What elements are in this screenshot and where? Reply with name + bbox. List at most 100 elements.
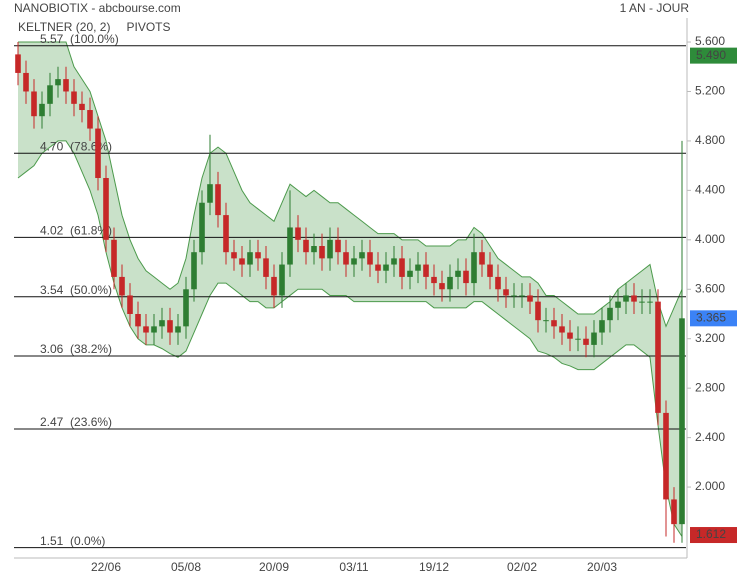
price-marker [690, 310, 737, 327]
candle-body [463, 270, 469, 284]
candle-body [159, 320, 165, 327]
candle-body [223, 215, 229, 253]
y-tick-label: 2.400 [695, 430, 725, 444]
candle-body [87, 110, 93, 129]
candle-body [55, 79, 61, 86]
x-tick-label: 20/09 [259, 560, 289, 574]
y-tick-label: 3.200 [695, 331, 725, 345]
candle-body [615, 301, 621, 308]
price-marker-label: 5.490 [696, 48, 726, 62]
y-tick-label: 4.000 [695, 232, 725, 246]
candle-body [511, 295, 517, 297]
candle-body [639, 301, 645, 303]
y-tick-label: 2.800 [695, 380, 725, 394]
candle-body [207, 184, 213, 203]
pivot-label: 5.57 (100.0%) [40, 32, 119, 46]
candle-body [215, 184, 221, 216]
candle-body [423, 264, 429, 277]
candle-body [407, 270, 413, 277]
candle-body [167, 320, 173, 333]
candle-body [199, 202, 205, 253]
candle-body [527, 295, 533, 302]
candle-body [535, 301, 541, 321]
candle-body [63, 79, 69, 92]
candle-body [319, 246, 325, 259]
candle-body [335, 239, 341, 253]
candle-body [175, 326, 181, 333]
candle-body [399, 258, 405, 277]
candle-body [519, 295, 525, 297]
candle-body [71, 91, 77, 104]
candle-body [263, 258, 269, 277]
candle-body [415, 264, 421, 271]
chart-title: NANOBIOTIX - abcbourse.com [14, 1, 181, 15]
candle-body [359, 252, 365, 259]
y-tick-label: 2.000 [695, 479, 725, 493]
candle-body [15, 54, 21, 73]
legend-entry: KELTNER (20, 2) [18, 20, 110, 34]
price-marker-label: 3.365 [696, 310, 726, 324]
candle-body [127, 295, 133, 314]
x-tick-label: 20/03 [587, 560, 617, 574]
candle-body [143, 326, 149, 333]
candle-body [287, 227, 293, 265]
candle-body [135, 313, 141, 327]
candle-body [239, 258, 245, 265]
candle-body [79, 103, 85, 111]
candle-body [631, 295, 637, 302]
candle-body [575, 338, 581, 340]
candle-body [295, 227, 301, 240]
candle-body [47, 85, 53, 104]
y-tick-label: 3.600 [695, 281, 725, 295]
candle-body [271, 276, 277, 296]
candle-body [655, 301, 661, 413]
candle-body [247, 252, 253, 265]
candle-body [495, 276, 501, 290]
candle-body [487, 264, 493, 277]
candle-body [95, 128, 101, 179]
x-tick-label: 03/11 [339, 560, 368, 574]
y-tick-label: 4.400 [695, 183, 725, 197]
candle-body [559, 326, 565, 333]
candle-body [23, 72, 29, 92]
candle-body [471, 252, 477, 284]
candle-body [311, 246, 317, 253]
candle-body [103, 178, 109, 240]
pivot-label: 1.51 (0.0%) [40, 534, 105, 548]
x-tick-label: 19/12 [419, 560, 449, 574]
candle-body [591, 332, 597, 345]
candle-body [479, 252, 485, 265]
pivot-label: 4.70 (78.6%) [40, 139, 112, 153]
keltner-fill [18, 42, 682, 537]
candle-body [191, 252, 197, 290]
pivot-label: 3.54 (50.0%) [40, 283, 112, 297]
legend-entry: PIVOTS [126, 20, 170, 34]
pivot-label: 4.02 (61.8%) [40, 224, 112, 238]
candle-body [327, 239, 333, 259]
y-tick-label: 4.800 [695, 133, 725, 147]
candle-body [647, 301, 653, 303]
candle-body [503, 289, 509, 296]
price-marker-label: 1.612 [696, 527, 726, 541]
y-tick-label: 5.600 [695, 34, 725, 48]
x-tick-label: 02/02 [507, 560, 537, 574]
x-tick-label: 22/06 [91, 560, 121, 574]
candle-body [551, 320, 557, 327]
y-tick-label: 5.200 [695, 84, 725, 98]
candle-body [183, 289, 189, 327]
candle-body [111, 239, 117, 277]
candle-body [151, 326, 157, 333]
candle-body [279, 264, 285, 296]
x-tick-label: 05/08 [171, 560, 201, 574]
candle-body [31, 91, 37, 117]
candle-body [543, 320, 549, 322]
candle-body [679, 318, 685, 525]
candle-body [447, 276, 453, 290]
candle-body [431, 276, 437, 284]
period: 1 AN - JOUR [620, 1, 690, 15]
candle-body [231, 252, 237, 259]
candle-body [367, 252, 373, 265]
candle-body [303, 239, 309, 253]
candle-body [583, 338, 589, 345]
